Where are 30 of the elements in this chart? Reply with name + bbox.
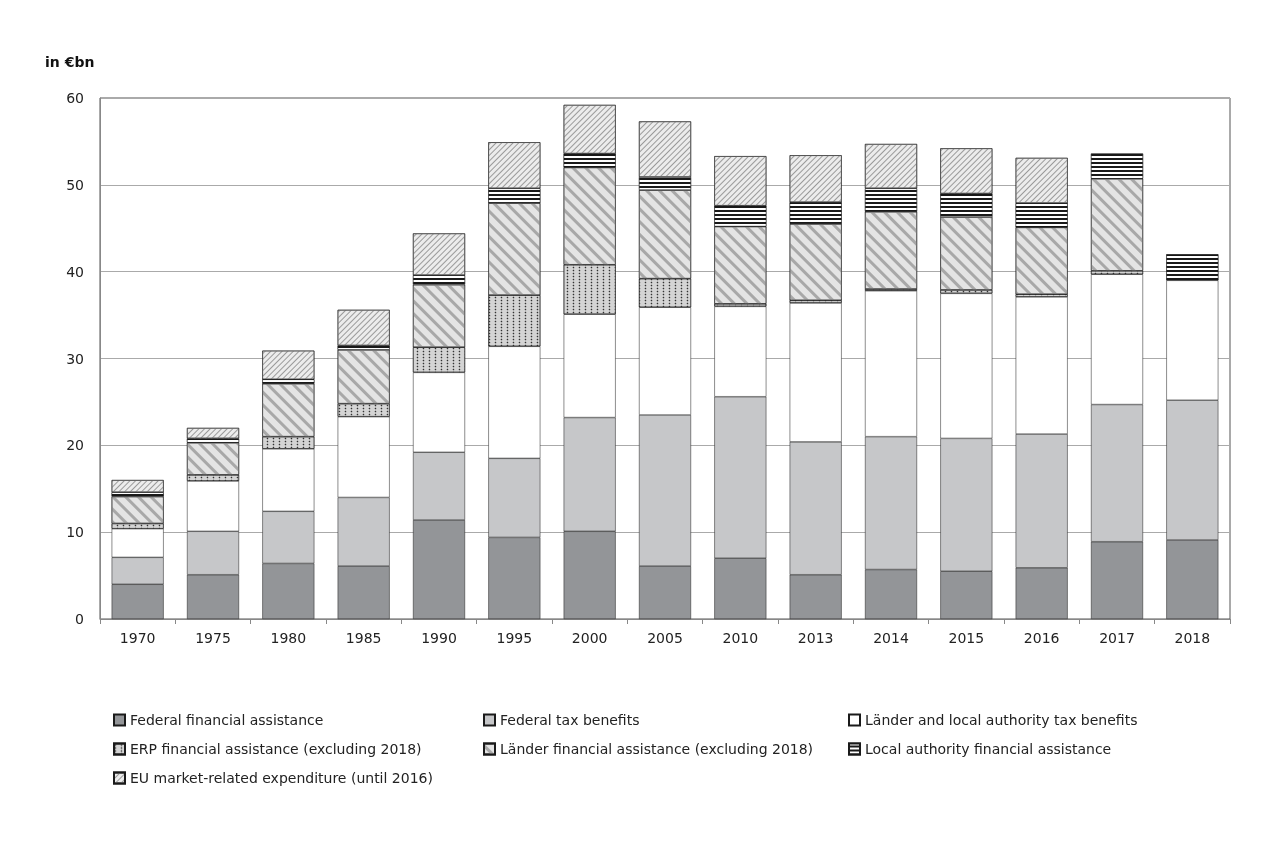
legend-label: EU market-related expenditure (until 2016) (130, 770, 433, 786)
y-tick-label: 60 (66, 90, 84, 106)
x-tick-label: 2005 (647, 630, 683, 646)
legend-label: Federal tax benefits (500, 712, 640, 728)
y-tick-label: 10 (66, 524, 84, 541)
y-tick-label: 50 (66, 176, 84, 193)
y-tick-label: 0 (75, 611, 84, 627)
x-tick-label: 2017 (1099, 630, 1135, 646)
x-tick-label: 2010 (722, 630, 759, 646)
legend-label: Länder financial assistance (excluding 2018) (500, 741, 814, 757)
y-tick-label: 30 (66, 350, 84, 367)
x-tick-label: 2015 (948, 630, 985, 646)
legend-label: Länder and local authority tax benefits (865, 712, 1138, 728)
x-tick-label: 2016 (1023, 630, 1060, 646)
y-tick-label: 20 (66, 437, 84, 454)
legend-label: Federal financial assistance (130, 712, 324, 728)
y-tick-label: 40 (66, 263, 84, 280)
x-tick-label: 1985 (345, 630, 382, 646)
x-tick-label: 2013 (797, 630, 834, 646)
legend-label: ERP financial assistance (excluding 2018) (130, 741, 422, 757)
x-tick-label: 1980 (270, 630, 307, 646)
x-tick-label: 1975 (195, 630, 231, 646)
y-axis-title: in €bn (45, 54, 95, 70)
x-tick-label: 2000 (571, 630, 608, 646)
x-tick-label: 2014 (873, 630, 909, 646)
x-tick-label: 1990 (421, 630, 457, 646)
x-tick-label: 1970 (119, 630, 156, 646)
x-tick-label: 1995 (496, 630, 533, 646)
x-tick-label: 2018 (1174, 630, 1211, 646)
legend-label: Local authority financial assistance (865, 741, 1112, 757)
